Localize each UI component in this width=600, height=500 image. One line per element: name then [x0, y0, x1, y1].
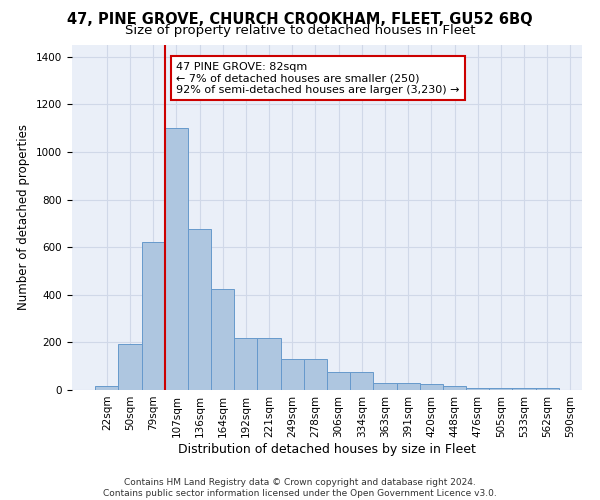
Bar	[188, 230, 211, 390]
Y-axis label: Number of detached properties: Number of detached properties	[17, 124, 31, 310]
Bar	[350, 372, 373, 390]
Bar	[489, 388, 512, 390]
Bar	[466, 388, 489, 390]
Text: Size of property relative to detached houses in Fleet: Size of property relative to detached ho…	[125, 24, 475, 37]
Bar	[234, 338, 257, 390]
Bar	[512, 388, 536, 390]
Bar	[536, 388, 559, 390]
Bar	[281, 359, 304, 390]
Bar	[95, 386, 118, 390]
Text: Contains HM Land Registry data © Crown copyright and database right 2024.
Contai: Contains HM Land Registry data © Crown c…	[103, 478, 497, 498]
Bar	[257, 338, 281, 390]
Text: 47 PINE GROVE: 82sqm
← 7% of detached houses are smaller (250)
92% of semi-detac: 47 PINE GROVE: 82sqm ← 7% of detached ho…	[176, 62, 460, 95]
Bar	[165, 128, 188, 390]
Bar	[420, 384, 443, 390]
Bar	[327, 372, 350, 390]
Bar	[211, 289, 234, 390]
Bar	[373, 383, 397, 390]
Bar	[142, 242, 165, 390]
Bar	[397, 383, 420, 390]
Bar	[443, 386, 466, 390]
X-axis label: Distribution of detached houses by size in Fleet: Distribution of detached houses by size …	[178, 442, 476, 456]
Text: 47, PINE GROVE, CHURCH CROOKHAM, FLEET, GU52 6BQ: 47, PINE GROVE, CHURCH CROOKHAM, FLEET, …	[67, 12, 533, 28]
Bar	[304, 359, 327, 390]
Bar	[118, 344, 142, 390]
